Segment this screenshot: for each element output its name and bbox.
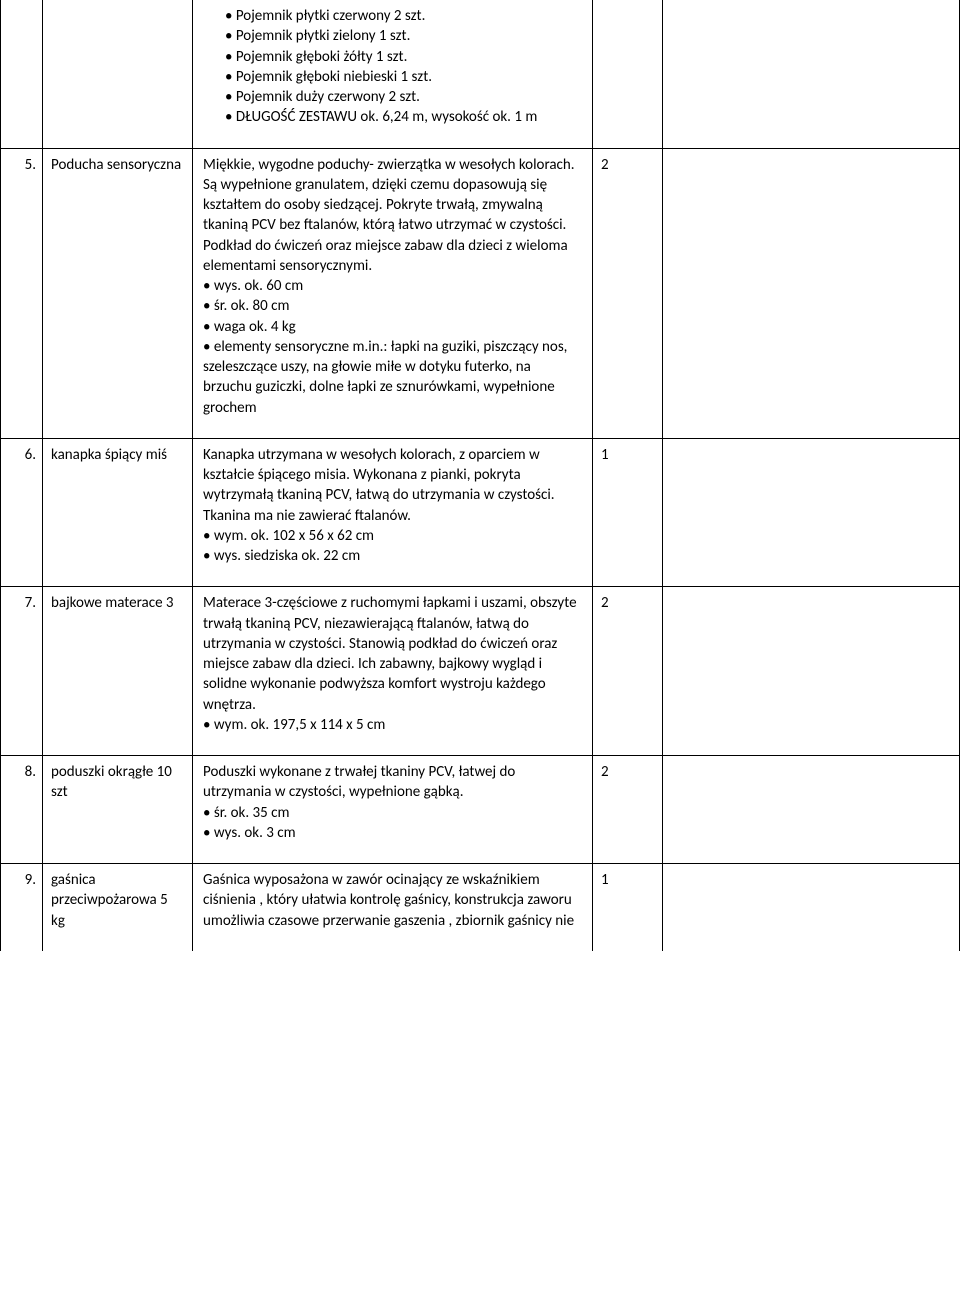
desc-line: • wys. ok. 60 cm — [203, 276, 582, 296]
desc-line: Kanapka utrzymana w wesołych kolorach, z… — [203, 445, 582, 526]
desc-line: • Pojemnik głęboki niebieski 1 szt. — [203, 67, 582, 87]
row-number: 6. — [1, 438, 43, 587]
item-description: Materace 3-częściowe z ruchomymi łapkami… — [193, 587, 593, 756]
desc-line: • Pojemnik głęboki żółty 1 szt. — [203, 47, 582, 67]
item-extra — [663, 587, 960, 756]
item-quantity: 2 — [593, 148, 663, 438]
desc-line: • Pojemnik płytki zielony 1 szt. — [203, 26, 582, 46]
item-extra — [663, 438, 960, 587]
desc-line: • DŁUGOŚĆ ZESTAWU ok. 6,24 m, wysokość o… — [203, 107, 582, 127]
item-quantity — [593, 0, 663, 148]
desc-line: • wym. ok. 102 x 56 x 62 cm — [203, 526, 582, 546]
desc-line: • Pojemnik duży czerwony 2 szt. — [203, 87, 582, 107]
item-quantity: 2 — [593, 587, 663, 756]
desc-line: Miękkie, wygodne poduchy- zwierzątka w w… — [203, 155, 582, 277]
row-number: 8. — [1, 756, 43, 864]
item-extra — [663, 0, 960, 148]
table-row: • Pojemnik płytki czerwony 2 szt.• Pojem… — [1, 0, 960, 148]
item-name: poduszki okrągłe 10 szt — [43, 756, 193, 864]
table-row: 5.Poducha sensorycznaMiękkie, wygodne po… — [1, 148, 960, 438]
item-description: Gaśnica wyposażona w zawór ocinający ze … — [193, 864, 593, 951]
item-quantity: 2 — [593, 756, 663, 864]
desc-line: Materace 3-częściowe z ruchomymi łapkami… — [203, 593, 582, 715]
row-number: 5. — [1, 148, 43, 438]
row-number: 7. — [1, 587, 43, 756]
desc-line: Poduszki wykonane z trwałej tkaniny PCV,… — [203, 762, 582, 803]
item-description: Miękkie, wygodne poduchy- zwierzątka w w… — [193, 148, 593, 438]
item-quantity: 1 — [593, 438, 663, 587]
item-description: • Pojemnik płytki czerwony 2 szt.• Pojem… — [193, 0, 593, 148]
item-extra — [663, 148, 960, 438]
item-name — [43, 0, 193, 148]
item-name: gaśnica przeciwpożarowa 5 kg — [43, 864, 193, 951]
table-row: 9.gaśnica przeciwpożarowa 5 kgGaśnica wy… — [1, 864, 960, 951]
desc-line: • waga ok. 4 kg — [203, 317, 582, 337]
desc-line: • śr. ok. 80 cm — [203, 296, 582, 316]
table-row: 7.bajkowe materace 3Materace 3-częściowe… — [1, 587, 960, 756]
row-number: 9. — [1, 864, 43, 951]
item-description: Poduszki wykonane z trwałej tkaniny PCV,… — [193, 756, 593, 864]
item-name: kanapka śpiący miś — [43, 438, 193, 587]
desc-line: • wys. ok. 3 cm — [203, 823, 582, 843]
table-row: 8.poduszki okrągłe 10 sztPoduszki wykona… — [1, 756, 960, 864]
desc-line: • wys. siedziska ok. 22 cm — [203, 546, 582, 566]
item-description: Kanapka utrzymana w wesołych kolorach, z… — [193, 438, 593, 587]
desc-line: • wym. ok. 197,5 x 114 x 5 cm — [203, 715, 582, 735]
item-extra — [663, 756, 960, 864]
desc-line: Gaśnica wyposażona w zawór ocinający ze … — [203, 870, 582, 931]
row-number — [1, 0, 43, 148]
desc-line: • elementy sensoryczne m.in.: łapki na g… — [203, 337, 582, 418]
item-extra — [663, 864, 960, 951]
table-row: 6.kanapka śpiący miśKanapka utrzymana w … — [1, 438, 960, 587]
spec-table: • Pojemnik płytki czerwony 2 szt.• Pojem… — [0, 0, 960, 951]
item-name: bajkowe materace 3 — [43, 587, 193, 756]
desc-line: • śr. ok. 35 cm — [203, 803, 582, 823]
item-name: Poducha sensoryczna — [43, 148, 193, 438]
item-quantity: 1 — [593, 864, 663, 951]
desc-line: • Pojemnik płytki czerwony 2 szt. — [203, 6, 582, 26]
